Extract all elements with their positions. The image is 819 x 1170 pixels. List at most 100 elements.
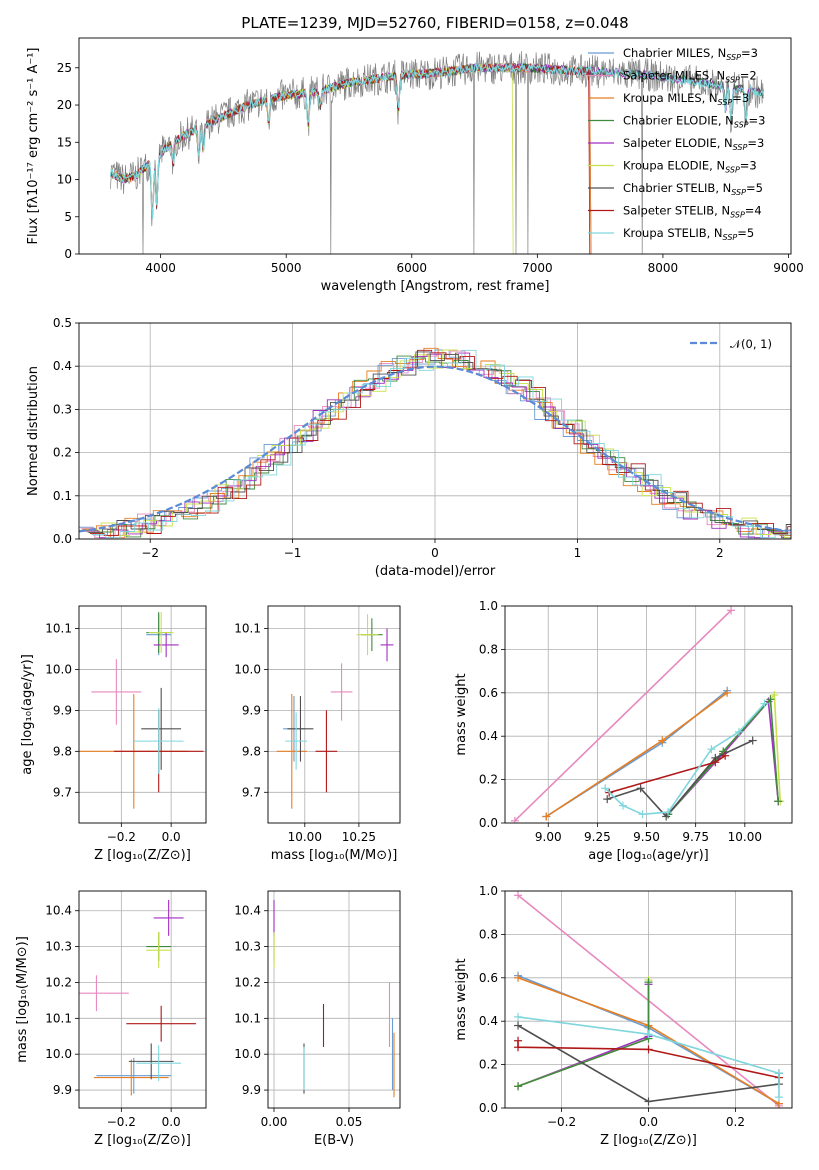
mass-weight-marker xyxy=(760,699,769,708)
mass-weight-marker xyxy=(638,810,647,819)
y-tick-label: 10.4 xyxy=(45,904,72,918)
y-tick-label: 0.8 xyxy=(479,642,498,656)
y-tick-label: 10.0 xyxy=(234,662,261,676)
mass-weight-marker xyxy=(510,816,519,823)
residual-histogram xyxy=(86,349,791,539)
y-tick-label: 10.2 xyxy=(234,975,261,989)
y-tick-label: 0.4 xyxy=(53,359,72,373)
x-tick-label: 8000 xyxy=(648,261,679,275)
mass-weight-marker xyxy=(774,1093,783,1102)
legend-entry: Kroupa ELODIE, NSSP=3 xyxy=(623,159,757,175)
x-tick-label: 10.00 xyxy=(728,830,762,844)
x-tick-label: 0.0 xyxy=(162,1115,181,1129)
x-tick-label: −0.2 xyxy=(547,1115,576,1129)
x-axis-label: (data-model)/error xyxy=(375,564,496,579)
mass-weight-line xyxy=(604,703,766,816)
errorbar-point xyxy=(285,712,307,770)
y-tick-label: 9.8 xyxy=(53,744,72,758)
chart-spectrum: 4000 5000 6000 7000 8000 9000 0 5 10 15 20 25 wavele… xyxy=(26,37,804,294)
y-tick-label: 0.4 xyxy=(479,729,498,743)
x-tick-label: 9.00 xyxy=(535,830,562,844)
model-spectrum xyxy=(110,63,592,254)
errorbar-point xyxy=(133,708,184,774)
y-tick-label: 0.1 xyxy=(53,489,72,503)
legend-entry: Kroupa STELIB, NSSP=5 xyxy=(623,226,754,242)
axes-frame xyxy=(267,605,401,824)
mass-weight-marker xyxy=(644,978,653,987)
y-tick-label: 10.1 xyxy=(45,1011,72,1025)
y-tick-label: 0.2 xyxy=(479,773,498,787)
y-tick-label: 9.9 xyxy=(53,703,72,717)
x-tick-label: 7000 xyxy=(522,261,553,275)
mass-weight-line xyxy=(514,609,732,822)
y-axis-label: mass [log₁₀(M/M⊙)] xyxy=(15,936,30,1063)
y-tick-label: 10.3 xyxy=(234,940,261,954)
residual-histogram xyxy=(88,351,791,534)
y-axis-label: Normed distribution xyxy=(26,366,41,496)
y-tick-label: 0.6 xyxy=(479,686,498,700)
mass-weight-marker xyxy=(711,758,720,767)
mass-weight-line xyxy=(517,982,650,1088)
figure-title: PLATE=1239, MJD=52760, FIBERID=0158, z=0… xyxy=(241,14,628,32)
errorbar-point xyxy=(128,1043,174,1080)
axes-frame xyxy=(78,37,792,255)
y-tick-label: 10.2 xyxy=(45,975,72,989)
normal-reference-curve xyxy=(79,365,789,533)
legend: Chabrier MILES, NSSP=3 Salpeter MILES, NS… xyxy=(588,46,765,242)
x-tick-label: 9.50 xyxy=(633,830,660,844)
mass-weight-marker xyxy=(644,1030,653,1039)
y-tick-label: 10.1 xyxy=(234,1011,261,1025)
x-tick-label: 9.75 xyxy=(682,830,709,844)
x-tick-label: −0.2 xyxy=(107,1115,136,1129)
y-tick-label: 0.6 xyxy=(479,971,498,985)
mass-weight-marker xyxy=(636,784,645,793)
y-tick-label: 0.4 xyxy=(479,1014,498,1028)
chart-age_vs_mass: 10.00 10.25 9.7 9.8 9.9 10.0 10.1 mass [log₁₀(M… xyxy=(234,605,401,863)
mass-weight-marker xyxy=(723,688,732,697)
errorbar-point xyxy=(356,614,379,656)
axes-frame xyxy=(78,890,207,1109)
y-tick-label: 5 xyxy=(64,210,72,224)
legend-entry: Chabrier ELODIE, NSSP=3 xyxy=(623,114,765,130)
model-spectrum xyxy=(110,62,592,254)
residual-histogram xyxy=(80,350,791,539)
mass-weight-line xyxy=(545,692,728,818)
mass-weight-marker xyxy=(603,795,612,804)
x-tick-label: 0.0 xyxy=(639,1115,658,1129)
x-tick-label: 2 xyxy=(716,546,724,560)
y-tick-label: 9.7 xyxy=(242,785,261,799)
errorbar-point xyxy=(93,1059,169,1096)
x-tick-label: 6000 xyxy=(396,261,427,275)
axes-frame xyxy=(78,322,792,540)
x-axis-label: Z [log₁₀(Z/Z⊙)] xyxy=(94,1133,191,1148)
chart-mass_vs_ebv: 0.00 0.05 9.9 10.0 10.1 10.2 10.3 10.4 E(B-V) xyxy=(234,890,401,1148)
errorbar-point xyxy=(380,628,394,662)
axes-frame xyxy=(504,890,793,1109)
x-tick-label: 4000 xyxy=(145,261,176,275)
plot-area xyxy=(514,891,783,1108)
plot-area xyxy=(273,899,395,1098)
errorbar-point xyxy=(126,1005,197,1042)
y-tick-label: 10.0 xyxy=(45,1047,72,1061)
mass-weight-marker xyxy=(601,784,610,793)
y-tick-label: 9.9 xyxy=(242,703,261,717)
y-tick-label: 10 xyxy=(57,173,72,187)
y-tick-label: 9.9 xyxy=(53,1083,72,1097)
errorbar-point xyxy=(141,687,182,770)
errorbar-point xyxy=(148,612,174,654)
y-tick-label: 10.0 xyxy=(234,1047,261,1061)
legend-entry: 𝒩(0, 1) xyxy=(730,337,772,351)
y-tick-label: 0.2 xyxy=(479,1058,498,1072)
mass-weight-marker xyxy=(514,1021,523,1030)
x-tick-label: 10.25 xyxy=(342,830,376,844)
y-tick-label: 20 xyxy=(57,98,72,112)
plot-area xyxy=(79,347,791,539)
mass-weight-marker xyxy=(662,812,671,821)
x-axis-label: age [log₁₀(age/yr)] xyxy=(588,848,709,863)
mass-weight-marker xyxy=(707,745,716,754)
mass-weight-marker xyxy=(644,1045,653,1054)
x-tick-label: 0.05 xyxy=(336,1115,363,1129)
chart-mw_vs_Z: −0.2 0.0 0.2 0.0 0.2 0.4 0.6 0.8 1.0 Z [log₁₀(Z/Z… xyxy=(454,884,793,1148)
legend: 𝒩(0, 1) xyxy=(690,337,772,351)
y-tick-label: 0.3 xyxy=(53,402,72,416)
